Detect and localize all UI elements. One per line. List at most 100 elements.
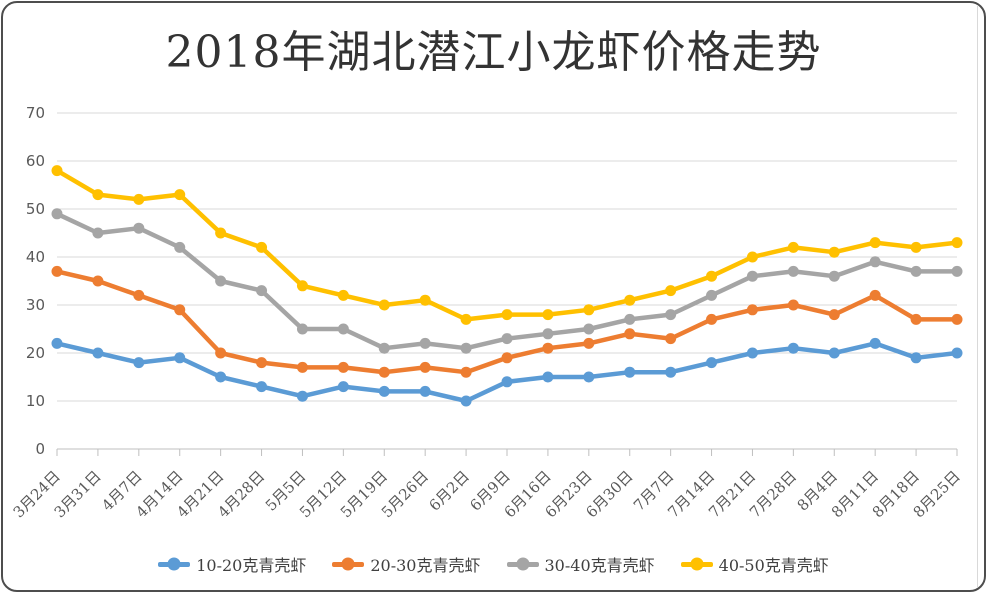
series-3-point [133,193,145,205]
series-2-point [460,342,472,354]
series-2-point [706,289,718,301]
series-2-point [869,256,881,268]
series-0-point [910,352,922,364]
legend-label: 10-20克青壳虾 [196,556,307,575]
series-3-point [542,309,554,321]
series-2-point [828,270,840,282]
y-axis-label: 40 [26,248,45,266]
series-3-point [215,227,227,239]
series-3-point [910,241,922,253]
series-0-point [787,342,799,354]
series-2-point [787,265,799,277]
series-0-point [501,376,513,388]
series-3-point [501,309,513,321]
series-1-point [296,361,308,373]
legend-line-marker-icon [506,557,539,571]
series-1-point [951,313,963,325]
series-0-point [583,371,595,383]
y-axis-label: 50 [26,200,45,218]
series-3-point [828,246,840,258]
y-axis-label: 10 [26,392,45,410]
series-1-point [460,366,472,378]
series-3-point [51,165,63,177]
chart-title: 2018年湖北潜江小龙虾价格走势 [165,27,822,78]
series-0-point [624,366,636,378]
series-3-point [92,189,104,201]
series-1-point [501,352,513,364]
series-2-point [910,265,922,277]
series-1-point [828,309,840,321]
series-line-3 [54,168,960,322]
series-1-point [787,299,799,311]
legend-label: 30-40克青壳虾 [544,556,655,575]
series-3-point [296,280,308,292]
series-3-point [419,294,431,306]
series-2-point [92,227,104,239]
legend-label: 20-30克青壳虾 [370,556,481,575]
series-line-0 [54,341,960,404]
series-1-point [378,366,390,378]
series-2-point [215,275,227,287]
series-0-point [460,395,472,407]
series-3-point [174,189,186,201]
legend-item-3: 40-50克青壳虾 [680,552,829,576]
series-0-point [951,347,963,359]
series-0-point [337,381,349,393]
series-0-point [828,347,840,359]
series-0-point [419,385,431,397]
series-0-point [215,371,227,383]
x-axis-label: 6月2日 [425,467,472,514]
legend-item-2: 30-40克青壳虾 [506,552,655,576]
series-1-point [419,361,431,373]
legend-line-marker-icon [158,557,191,571]
series-2-point [583,323,595,335]
series-1-point [624,328,636,340]
legend-dot-icon [341,557,355,571]
series-0-point [133,357,145,369]
series-1-point [133,289,145,301]
series-3-point [706,270,718,282]
legend-label: 40-50克青壳虾 [718,556,829,575]
series-3-point [337,289,349,301]
series-1-point [910,313,922,325]
series-1-point [746,304,758,316]
y-axis-label: 30 [26,296,45,314]
series-0-point [746,347,758,359]
series-3-point [746,251,758,263]
legend-line-marker-icon [332,557,365,571]
series-2-point [624,313,636,325]
series-2-point [296,323,308,335]
series-2-point [51,208,63,220]
series-0-point [542,371,554,383]
legend-dot-icon [690,557,704,571]
series-3-point [460,313,472,325]
legend-line-marker-icon [680,557,713,571]
series-2-point [133,222,145,234]
y-axis-label: 70 [26,104,45,122]
series-2-point [665,309,677,321]
series-line-2 [54,211,960,351]
series-3-point [583,304,595,316]
series-0-point [92,347,104,359]
series-1-point [869,289,881,301]
series-0-point [174,352,186,364]
legend-item-0: 10-20克青壳虾 [158,552,306,576]
series-2-point [746,270,758,282]
series-3-point [951,237,963,249]
series-1-point [542,342,554,354]
series-1-point [583,337,595,349]
series-2-point [378,342,390,354]
series-0-point [869,337,881,349]
series-3-point [624,294,636,306]
series-3-point [869,237,881,249]
y-axis-label: 0 [35,440,45,458]
series-1-point [174,304,186,316]
series-0-point [378,385,390,397]
legend-dot-icon [516,557,529,571]
series-1-point [51,265,63,277]
series-1-point [706,313,718,325]
series-3-point [665,285,677,297]
series-2-point [542,328,554,340]
